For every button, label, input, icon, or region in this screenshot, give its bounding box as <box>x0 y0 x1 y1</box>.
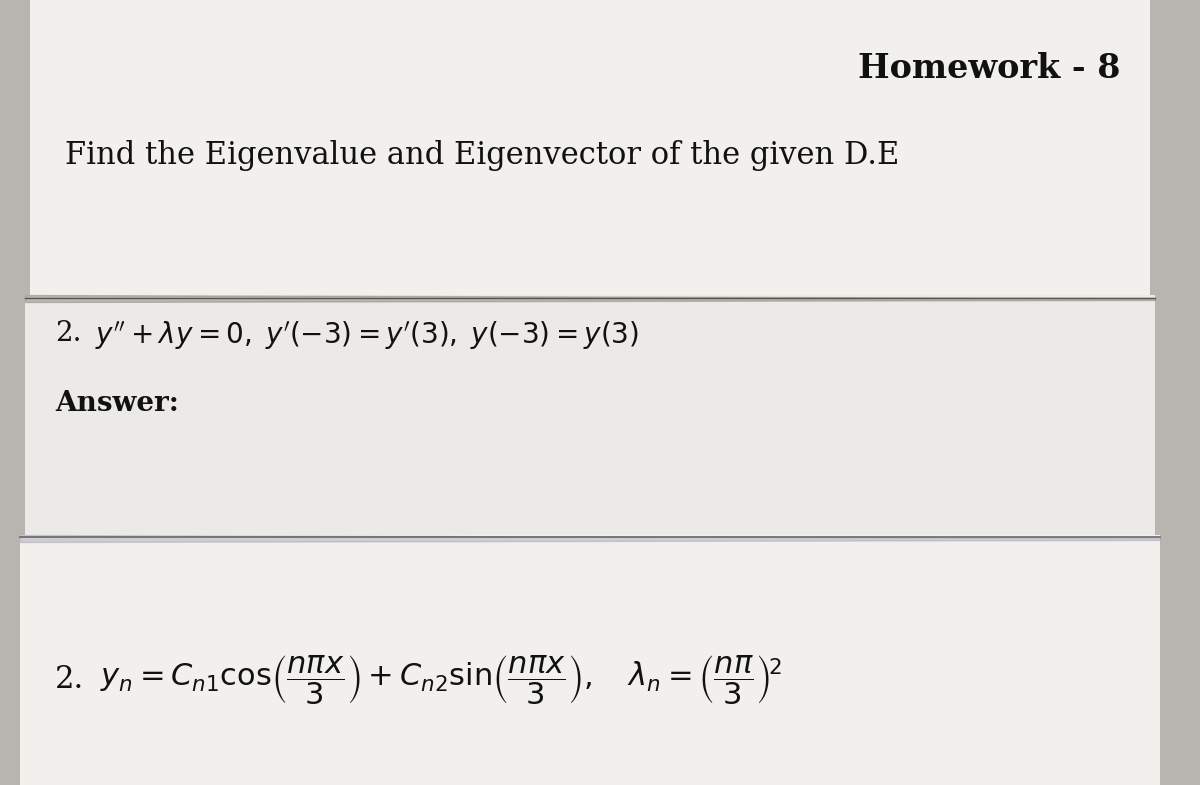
Text: $y_n = C_{n1}\cos\!\left(\dfrac{n\pi x}{3}\right) + C_{n2}\sin\!\left(\dfrac{n\p: $y_n = C_{n1}\cos\!\left(\dfrac{n\pi x}{… <box>100 653 781 706</box>
Text: $y'' + \lambda y = 0,\; y'(-3) = y'(3),\; y(-3) = y(3)$: $y'' + \lambda y = 0,\; y'(-3) = y'(3),\… <box>95 320 640 352</box>
FancyBboxPatch shape <box>20 535 1160 785</box>
FancyBboxPatch shape <box>30 0 1150 430</box>
Text: 2.: 2. <box>55 320 82 347</box>
Text: 2.: 2. <box>55 664 84 696</box>
Text: Find the Eigenvalue and Eigenvector of the given D.E: Find the Eigenvalue and Eigenvector of t… <box>65 140 899 171</box>
Text: Homework - 8: Homework - 8 <box>858 52 1120 85</box>
FancyBboxPatch shape <box>25 295 1154 575</box>
Text: Answer:: Answer: <box>55 390 179 417</box>
